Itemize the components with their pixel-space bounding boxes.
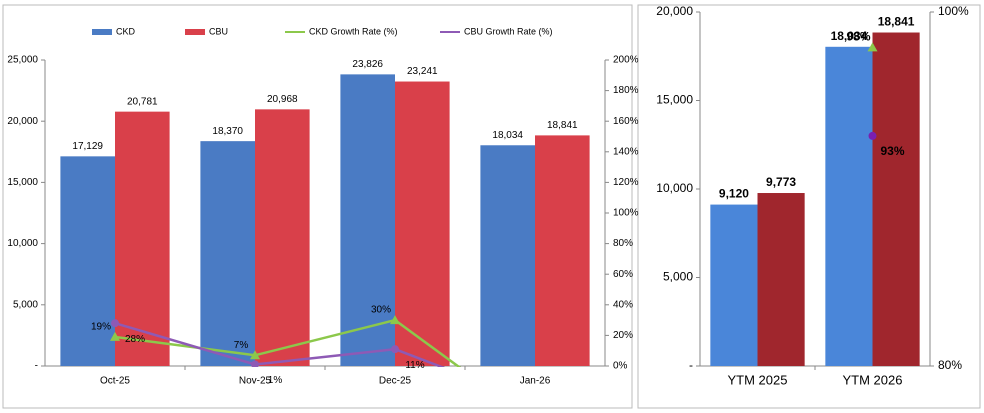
- legend-label: CKD Growth Rate (%): [309, 26, 398, 36]
- x-tick-label: YTM 2026: [843, 372, 903, 387]
- bar: [480, 145, 535, 366]
- bar-value-label: 23,241: [407, 66, 438, 77]
- y2-tick-label: 200%: [613, 55, 639, 66]
- bar: [710, 204, 758, 366]
- y2-tick-label: 180%: [613, 85, 639, 96]
- bar-value-label: 18,841: [547, 120, 578, 131]
- y-tick-label: 10,000: [656, 181, 693, 195]
- y2-tick-label: 40%: [613, 299, 633, 310]
- y-tick-label: 10,000: [7, 238, 38, 249]
- legend-swatch: [92, 29, 112, 35]
- x-tick-label: YTM 2025: [728, 372, 788, 387]
- growth-value-label: 19%: [91, 322, 111, 333]
- growth-marker: [250, 350, 260, 360]
- y2-tick-label: 80%: [938, 358, 962, 372]
- y2-tick-label: 0%: [613, 361, 628, 372]
- y-tick-label: 20,000: [7, 116, 38, 127]
- bar: [200, 141, 255, 366]
- y2-tick-label: 80%: [613, 238, 633, 249]
- growth-value-label: 28%: [125, 334, 145, 345]
- right-panel: [637, 4, 981, 409]
- y2-tick-label: 100%: [938, 4, 969, 18]
- growth-value-label: 7%: [234, 340, 249, 351]
- legend-label: CBU: [209, 26, 228, 36]
- y-tick-label: -: [35, 361, 38, 372]
- growth-marker: [251, 360, 259, 367]
- y2-tick-label: 120%: [613, 177, 639, 188]
- growth-marker: [868, 131, 877, 140]
- bar: [115, 111, 170, 366]
- y-tick-label: -: [689, 358, 693, 372]
- y-tick-label: 15,000: [656, 93, 693, 107]
- bar-value-label: 23,826: [352, 59, 383, 70]
- y2-tick-label: 20%: [613, 330, 633, 341]
- x-tick-label: Oct-25: [100, 376, 130, 387]
- bar-value-label: 9,120: [719, 187, 749, 201]
- growth-value-label: 30%: [371, 305, 391, 316]
- growth-value-label: 1%: [268, 375, 283, 386]
- bar: [60, 156, 115, 366]
- bar: [825, 46, 873, 367]
- legend-label: CBU Growth Rate (%): [464, 26, 553, 36]
- bar-value-label: 9,773: [766, 175, 796, 189]
- growth-marker: [111, 319, 119, 328]
- bar-value-label: 20,781: [127, 96, 158, 107]
- y2-tick-label: 100%: [613, 208, 639, 219]
- bar: [872, 32, 920, 366]
- y-tick-label: 5,000: [663, 270, 693, 284]
- y2-tick-label: 60%: [613, 269, 633, 280]
- bar-value-label: 20,968: [267, 94, 298, 105]
- y-tick-label: 20,000: [656, 4, 693, 18]
- y-tick-label: 15,000: [7, 177, 38, 188]
- bar-value-label: 17,129: [72, 141, 103, 152]
- legend-swatch: [185, 29, 205, 35]
- x-tick-label: Jan-26: [520, 376, 551, 387]
- bar: [340, 74, 395, 367]
- bar: [757, 193, 805, 366]
- bar: [255, 109, 310, 366]
- bar: [535, 135, 590, 366]
- bar: [395, 81, 450, 367]
- x-tick-label: Dec-25: [379, 376, 412, 387]
- y-tick-label: 5,000: [13, 299, 38, 310]
- growth-marker: [391, 345, 399, 354]
- bar-value-label: 18,034: [492, 130, 523, 141]
- y2-tick-label: 160%: [613, 116, 639, 127]
- growth-line: [114, 321, 446, 367]
- bar-value-label: 18,370: [212, 126, 243, 137]
- bar-value-label: 18,841: [878, 15, 915, 29]
- y2-tick-label: 140%: [613, 146, 639, 157]
- growth-marker: [110, 331, 120, 341]
- bar-value-label: 18,034: [831, 29, 868, 43]
- y-tick-label: 25,000: [7, 55, 38, 66]
- growth-line: [114, 318, 462, 367]
- growth-value-label: 98%: [846, 30, 870, 44]
- growth-value-label: 11%: [405, 360, 424, 371]
- growth-marker: [390, 315, 400, 325]
- x-tick-label: Nov-25: [239, 376, 272, 387]
- growth-value-label: 93%: [880, 144, 904, 158]
- legend-label: CKD: [116, 26, 136, 36]
- growth-marker: [867, 42, 878, 52]
